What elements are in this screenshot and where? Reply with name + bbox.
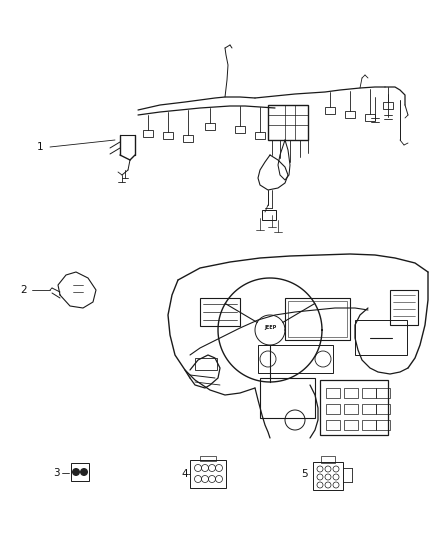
- Text: 3: 3: [53, 468, 60, 478]
- Circle shape: [80, 468, 88, 476]
- Text: 2: 2: [21, 285, 27, 295]
- Text: 4: 4: [181, 469, 188, 479]
- Text: 5: 5: [301, 469, 308, 479]
- Circle shape: [72, 468, 80, 476]
- Text: 1: 1: [37, 142, 43, 152]
- Text: JEEP: JEEP: [264, 326, 276, 330]
